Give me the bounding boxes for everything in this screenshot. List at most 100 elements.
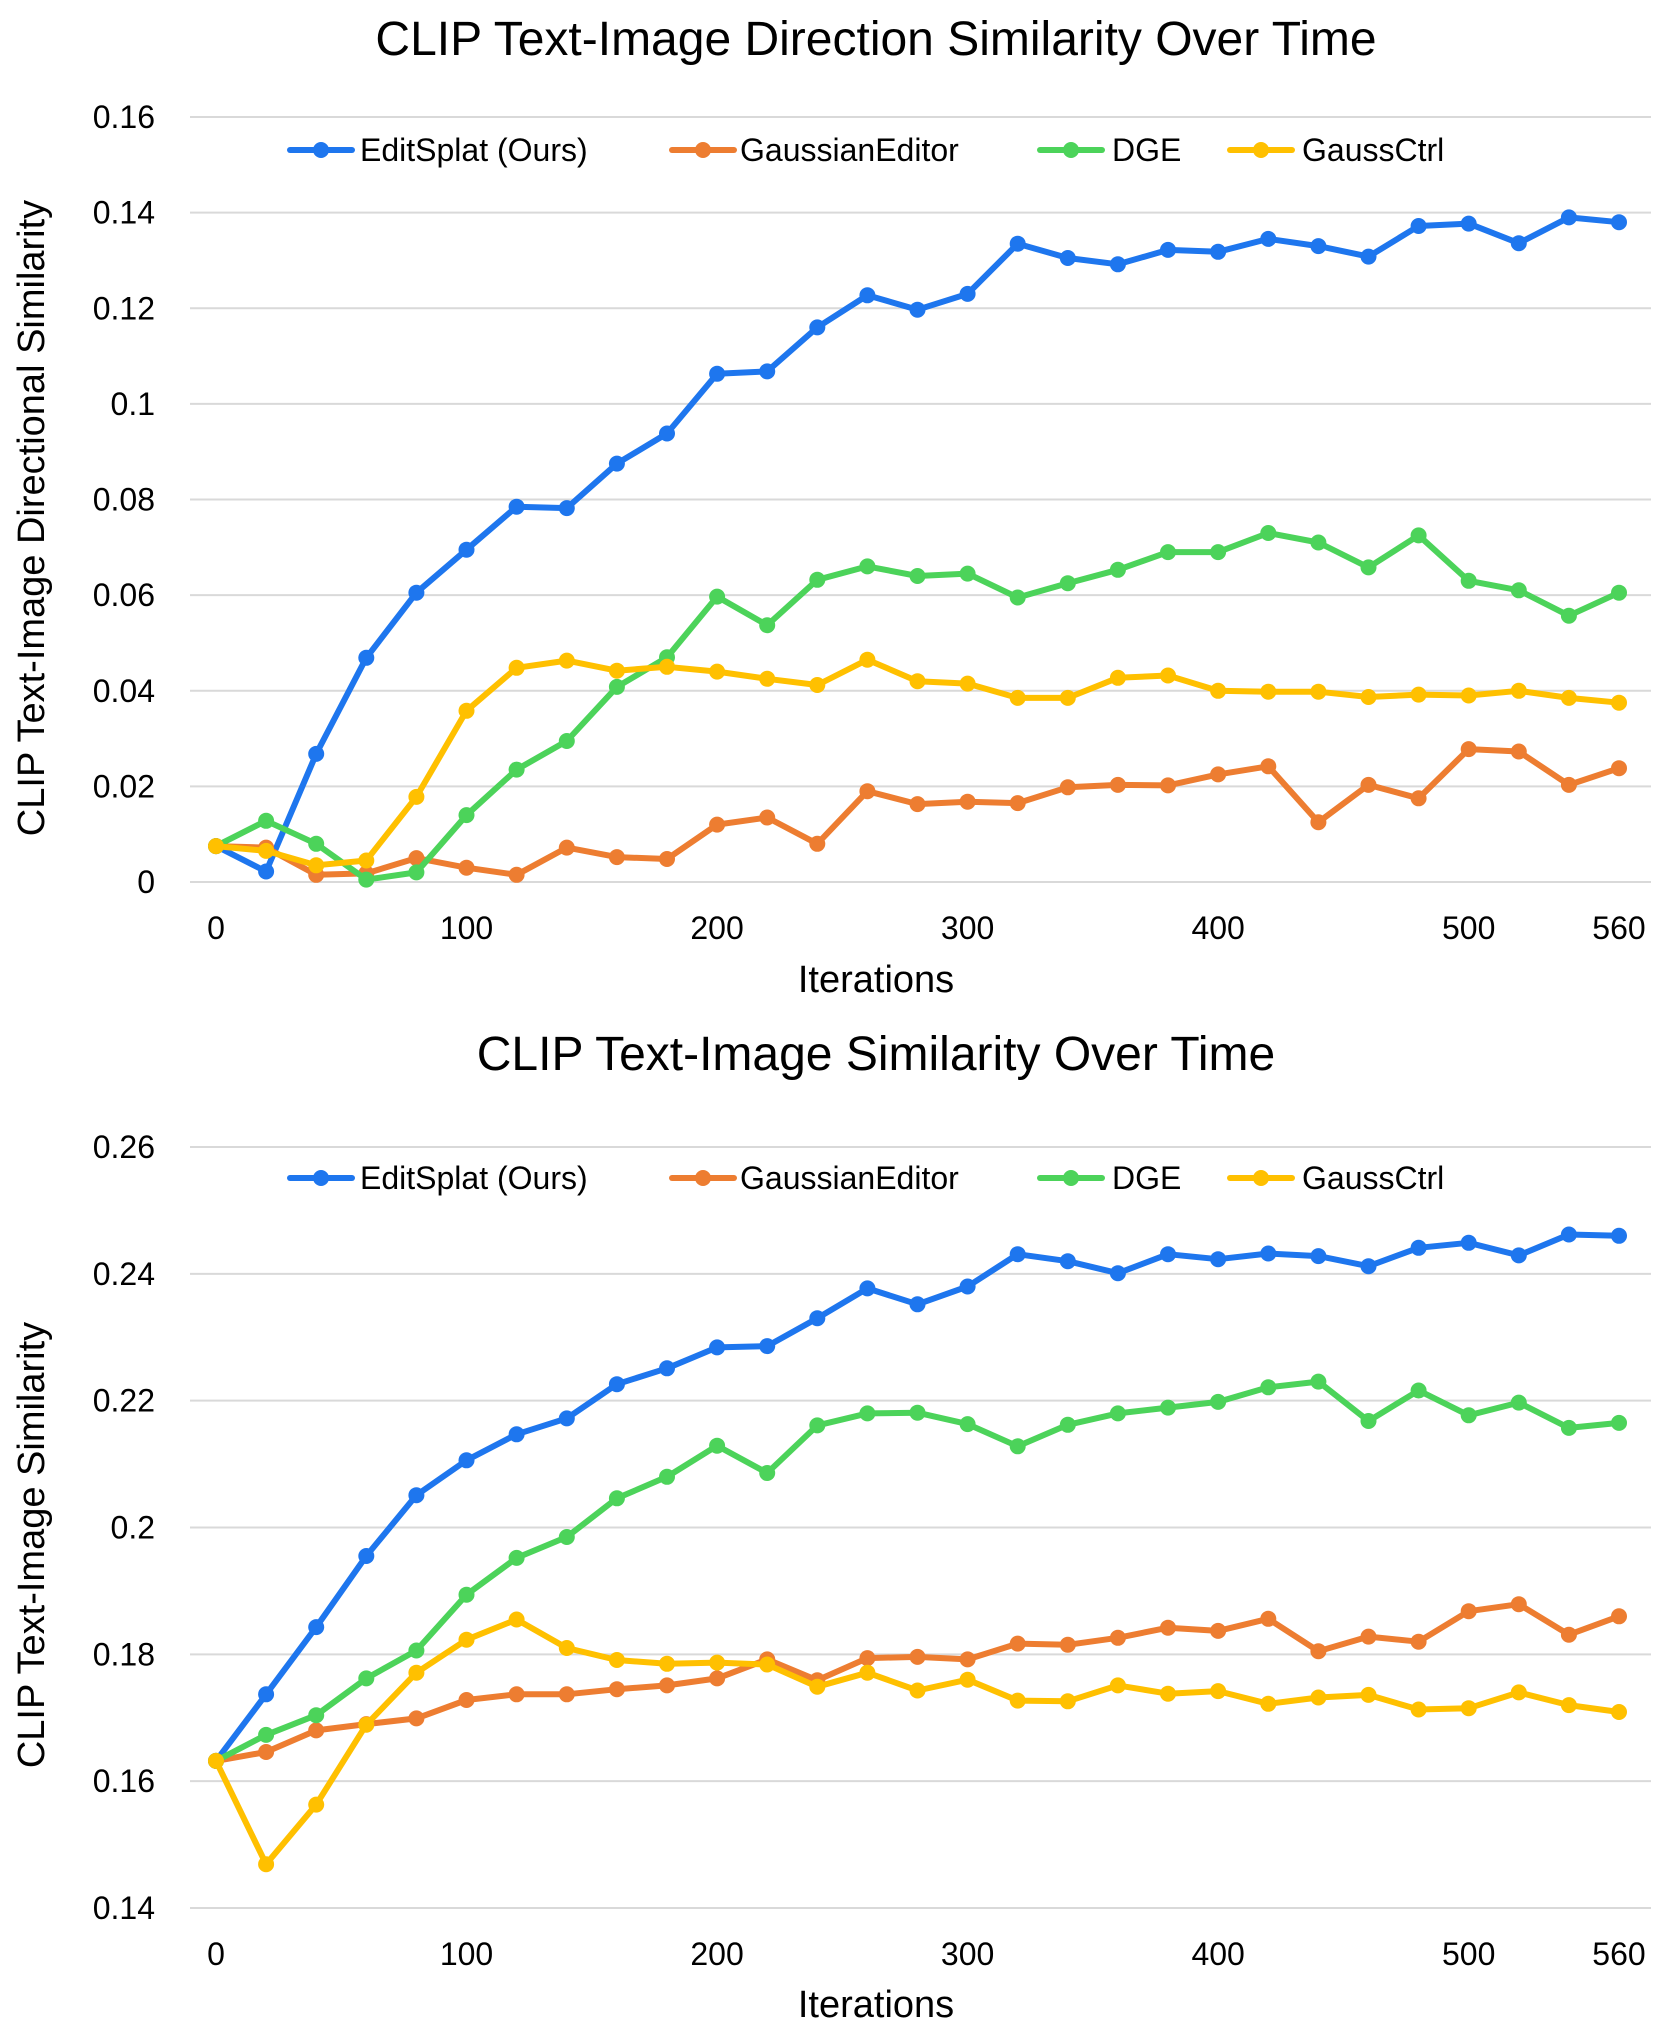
data-point-dge — [1360, 559, 1377, 576]
data-point-gaussctrl — [659, 1655, 675, 1672]
data-point-gaussctrl — [208, 1752, 224, 1769]
y-tick-label: 0.14 — [93, 1890, 155, 1926]
y-axis-label: CLIP Text-Image Similarity — [11, 1322, 53, 1768]
data-point-dge — [709, 588, 726, 605]
data-point-dge — [508, 761, 525, 778]
data-point-gaussianeditor — [1410, 1633, 1427, 1650]
data-point-dge — [358, 871, 375, 888]
data-point-dge — [1510, 1394, 1527, 1411]
data-point-editsplat-ours — [1310, 1248, 1327, 1265]
data-point-gaussianeditor — [1160, 777, 1176, 794]
data-point-gaussianeditor — [608, 849, 625, 866]
data-point-dge — [809, 1417, 826, 1434]
data-point-dge — [909, 1404, 926, 1421]
data-point-dge — [1611, 584, 1627, 601]
x-tick-label: 400 — [1191, 910, 1244, 946]
data-point-dge — [909, 568, 926, 584]
data-point-gaussianeditor — [1009, 795, 1026, 812]
data-point-editsplat-ours — [458, 541, 475, 558]
legend-marker-gaussctrl — [1253, 1170, 1269, 1186]
data-point-gaussianeditor — [458, 859, 475, 876]
x-tick-label: 0 — [207, 1936, 225, 1972]
data-point-dge — [1360, 1413, 1377, 1429]
data-point-dge — [959, 565, 976, 582]
data-point-gaussctrl — [558, 1640, 575, 1656]
x-axis-label: Iterations — [798, 1984, 954, 2026]
data-point-gaussianeditor — [1310, 1643, 1327, 1660]
data-point-editsplat-ours — [1360, 1258, 1377, 1275]
data-point-dge — [308, 1707, 325, 1724]
data-point-gaussianeditor — [709, 1670, 726, 1687]
data-point-gaussianeditor — [1360, 776, 1377, 793]
chart-title: CLIP Text-Image Similarity Over Time — [477, 1028, 1275, 1081]
data-point-gaussctrl — [909, 673, 926, 690]
x-tick-label: 100 — [440, 910, 493, 946]
data-point-editsplat-ours — [1210, 1251, 1227, 1268]
y-tick-label: 0 — [137, 864, 155, 900]
legend-marker-editsplat-ours — [313, 1170, 329, 1186]
data-point-dge — [608, 1490, 625, 1507]
data-point-gaussctrl — [709, 663, 726, 680]
data-point-editsplat-ours — [759, 363, 776, 380]
data-point-gaussctrl — [709, 1654, 726, 1671]
x-tick-label: 300 — [941, 910, 994, 946]
data-point-gaussctrl — [1109, 669, 1126, 686]
data-point-gaussianeditor — [1059, 1636, 1076, 1653]
x-tick-label: 200 — [690, 1936, 743, 1972]
y-tick-labels: 0.14 0.16 0.18 0.2 0.22 0.24 0.26 — [93, 1129, 155, 1926]
gridlines — [190, 116, 1651, 883]
legend-label-editsplat-ours: EditSplat (Ours) — [360, 1160, 588, 1196]
data-point-gaussianeditor — [408, 1710, 425, 1727]
data-point-gaussctrl — [809, 677, 826, 693]
data-point-editsplat-ours — [1009, 1246, 1026, 1263]
data-point-dge — [458, 1586, 475, 1603]
data-point-gaussctrl — [1260, 683, 1277, 700]
legend-label-gaussctrl: GaussCtrl — [1302, 1160, 1444, 1196]
data-point-editsplat-ours — [1210, 243, 1227, 260]
data-point-gaussianeditor — [558, 839, 575, 856]
data-point-gaussianeditor — [909, 1648, 926, 1665]
data-point-dge — [759, 1465, 776, 1481]
data-point-editsplat-ours — [558, 1410, 575, 1427]
y-tick-label: 0.08 — [93, 482, 155, 518]
legend-marker-dge — [1063, 1170, 1079, 1186]
data-point-gaussctrl — [208, 838, 224, 855]
legend-marker-dge — [1063, 142, 1079, 158]
data-point-dge — [1109, 561, 1126, 578]
data-point-gaussianeditor — [859, 1650, 876, 1667]
data-point-gaussctrl — [659, 658, 675, 675]
data-point-editsplat-ours — [1160, 1246, 1176, 1263]
data-point-gaussianeditor — [659, 1677, 675, 1694]
data-point-editsplat-ours — [1410, 218, 1427, 234]
y-tick-label: 0.18 — [93, 1636, 155, 1672]
data-point-dge — [558, 733, 575, 749]
y-tick-label: 0.04 — [93, 673, 155, 709]
data-point-editsplat-ours — [909, 1296, 926, 1313]
data-point-gaussctrl — [1160, 1685, 1176, 1702]
data-point-dge — [258, 812, 275, 829]
data-point-gaussianeditor — [1210, 1622, 1227, 1639]
data-point-editsplat-ours — [1109, 256, 1126, 273]
data-point-dge — [1059, 1416, 1076, 1433]
data-point-dge — [1460, 1407, 1477, 1424]
data-point-gaussctrl — [1160, 667, 1176, 684]
data-point-editsplat-ours — [1109, 1265, 1126, 1282]
data-point-editsplat-ours — [558, 500, 575, 517]
data-point-editsplat-ours — [809, 1310, 826, 1327]
data-point-gaussianeditor — [1160, 1619, 1176, 1636]
data-point-editsplat-ours — [759, 1338, 776, 1355]
data-point-gaussctrl — [308, 857, 325, 874]
data-point-dge — [1210, 1393, 1227, 1410]
data-point-gaussianeditor — [508, 1686, 525, 1703]
data-point-gaussianeditor — [1460, 741, 1477, 758]
data-point-gaussianeditor — [408, 850, 425, 867]
data-point-gaussctrl — [759, 670, 776, 687]
data-point-gaussctrl — [1210, 1683, 1227, 1700]
y-tick-label: 0.16 — [93, 1763, 155, 1799]
data-point-dge — [659, 1468, 675, 1485]
series-group — [208, 1226, 1627, 1873]
data-point-gaussctrl — [558, 652, 575, 669]
data-point-editsplat-ours — [1410, 1239, 1427, 1256]
data-point-editsplat-ours — [358, 649, 375, 666]
data-point-gaussianeditor — [1109, 1629, 1126, 1646]
